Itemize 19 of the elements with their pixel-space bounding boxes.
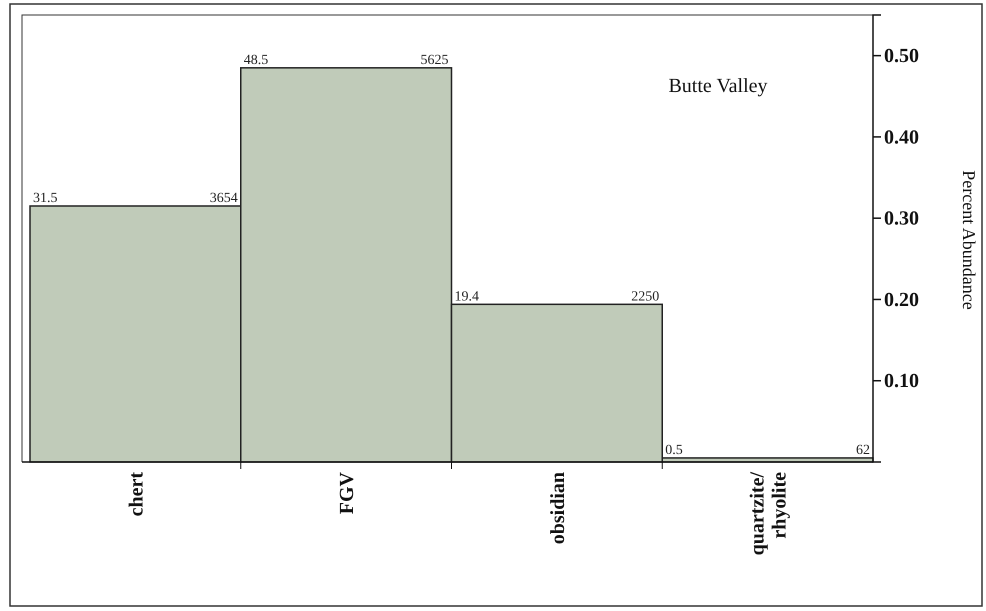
annotation: 0.5 [665,442,683,458]
annotation: 19.4 [454,289,479,304]
y-tick-label: 0.10 [884,370,919,392]
x-tick-label: FGV [336,471,358,514]
annotation: 62 [856,442,870,458]
annotation: 31.5 [33,190,58,206]
y-tick-label: 0.50 [884,45,919,68]
y-tick-label: 0.30 [884,208,919,230]
annotation: 3654 [210,190,238,206]
text: Butte Valley [668,75,768,97]
annotation: 48.5 [244,52,268,68]
x-tick-label: chert [125,472,148,516]
annotation: 5625 [420,52,448,68]
y-tick-label: 0.20 [884,288,919,311]
y-axis-title: Percent Abundance [959,170,979,310]
y-tick-label: 0.40 [884,126,919,148]
annotation: 2250 [631,289,660,304]
x-tick-label: obsidian [546,472,569,544]
x-tick-label: quartzite/rhyolite [746,472,791,556]
